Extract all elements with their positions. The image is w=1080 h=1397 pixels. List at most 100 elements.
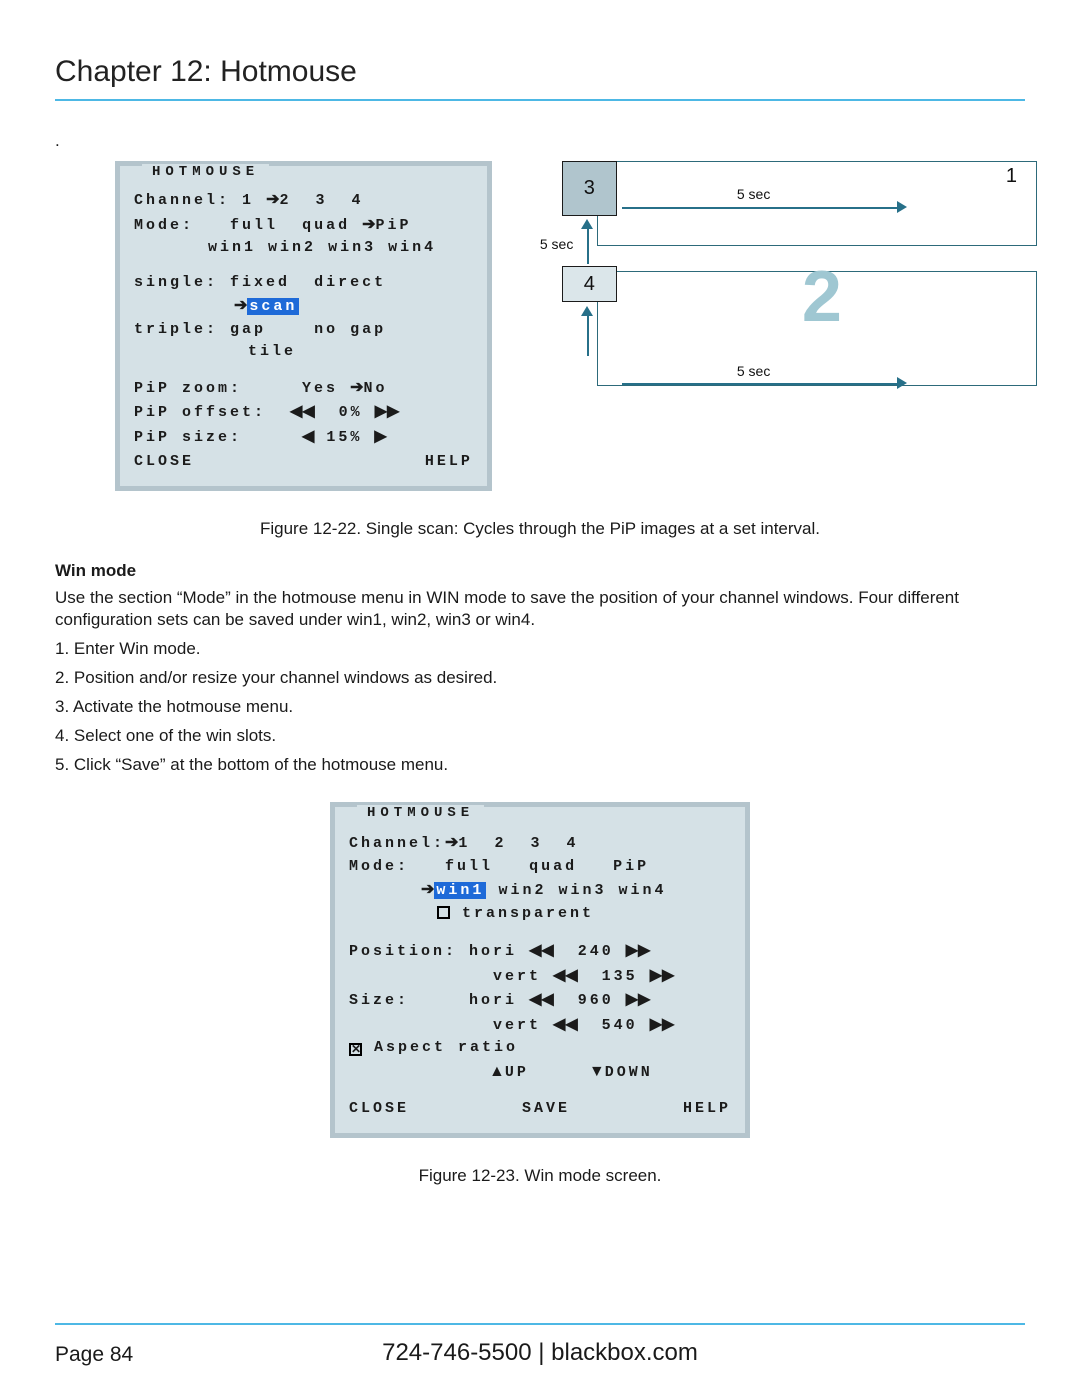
mode-pip[interactable]: PiP [376, 217, 412, 234]
down-label[interactable]: DOWN [605, 1064, 653, 1081]
double-left-icon[interactable]: ◀◀ [529, 942, 554, 959]
offset-val: 0% [339, 404, 363, 421]
win4[interactable]: win4 [388, 239, 436, 256]
footer-site: blackbox.com [551, 1339, 698, 1366]
down-icon[interactable]: ▼ [589, 1063, 605, 1080]
dia-5s-c: 5 sec [737, 363, 770, 379]
win2[interactable]: win2 [268, 239, 316, 256]
panel2-title: HOTMOUSE [357, 805, 484, 821]
triple-nogap[interactable]: no gap [314, 321, 386, 338]
mode-label: Mode: [349, 858, 409, 875]
size-label: Size: [349, 992, 409, 1009]
arrow-icon: ➔ [362, 216, 375, 233]
panel1-mode-row: Mode: full quad ➔PiP [134, 213, 473, 238]
single-scan[interactable]: scan [247, 298, 299, 315]
transparent-checkbox[interactable] [437, 906, 450, 919]
mode-quad[interactable]: quad [529, 858, 577, 875]
help-button[interactable]: HELP [425, 451, 473, 474]
save-button[interactable]: SAVE [522, 1098, 570, 1121]
ch-4[interactable]: 4 [567, 835, 579, 852]
double-left-icon[interactable]: ◀◀ [290, 403, 315, 420]
aspect-checkbox[interactable]: ✕ [349, 1043, 362, 1056]
ch-1[interactable]: 1 [242, 192, 254, 209]
zoom-no[interactable]: No [363, 380, 387, 397]
dia-5s-b: 5 sec [540, 236, 573, 252]
arrow-icon: ➔ [234, 297, 247, 314]
win3[interactable]: win3 [328, 239, 376, 256]
triple-gap[interactable]: gap [230, 321, 266, 338]
ch-2[interactable]: 2 [494, 835, 506, 852]
double-right-icon[interactable]: ▶▶ [650, 967, 675, 984]
triple-tile[interactable]: tile [248, 343, 296, 360]
win2[interactable]: win2 [498, 882, 546, 899]
win4[interactable]: win4 [619, 882, 667, 899]
win3[interactable]: win3 [558, 882, 606, 899]
step-5: 5. Click “Save” at the bottom of the hot… [55, 754, 1025, 777]
mode-full[interactable]: full [445, 858, 493, 875]
right-icon[interactable]: ▶ [374, 428, 386, 445]
leading-dot: . [55, 131, 1025, 151]
dia-n3: 3 [584, 177, 595, 200]
footer-rule [55, 1323, 1025, 1325]
size-hv: 960 [578, 992, 614, 1009]
step-1: 1. Enter Win mode. [55, 638, 1025, 661]
win1-sel[interactable]: win1 [434, 882, 486, 899]
scan-diagram: 3 4 1 2 5 sec 5 sec 5 sec [532, 161, 1025, 421]
double-right-icon[interactable]: ▶▶ [626, 942, 651, 959]
double-left-icon[interactable]: ◀◀ [529, 991, 554, 1008]
pos-v: vert [493, 968, 541, 985]
single-direct[interactable]: direct [314, 274, 386, 291]
help-button[interactable]: HELP [683, 1098, 731, 1121]
channel-label: Channel: [349, 835, 445, 852]
close-button[interactable]: CLOSE [349, 1098, 409, 1121]
single-fixed[interactable]: fixed [230, 274, 290, 291]
page: Chapter 12: Hotmouse . HOTMOUSE Channel:… [0, 0, 1080, 1397]
footer-contact: 724-746-5500 | blackbox.com [0, 1339, 1080, 1367]
panel1-single-row: single: fixed direct [134, 272, 473, 295]
ch-4[interactable]: 4 [352, 192, 364, 209]
channel-label: Channel: [134, 192, 230, 209]
offset-label: PiP offset: [134, 404, 266, 421]
left-icon[interactable]: ◀ [302, 428, 314, 445]
close-button[interactable]: CLOSE [134, 451, 194, 474]
figure-12-22-caption: Figure 12-22. Single scan: Cycles throug… [55, 519, 1025, 539]
panel2-size-h-row: Size: hori ◀◀ 960 ▶▶ [349, 988, 731, 1013]
double-right-icon[interactable]: ▶▶ [650, 1016, 675, 1033]
hotmouse-panel-2: HOTMOUSE Channel: ➔ 1 2 3 4 Mode: full qua… [330, 802, 750, 1138]
panel1-channel-row: Channel: 1 ➔2 3 4 [134, 188, 473, 213]
win1[interactable]: win1 [208, 239, 256, 256]
figure-12-23-caption: Figure 12-23. Win mode screen. [55, 1166, 1025, 1186]
arrow-icon: ➔ [421, 881, 434, 898]
mode-quad[interactable]: quad [302, 217, 350, 234]
chapter-title: Chapter 12: Hotmouse [55, 55, 1025, 101]
up-icon[interactable]: ▲ [489, 1063, 505, 1080]
pos-vv: 135 [602, 968, 638, 985]
panel1-footer-row: CLOSE HELP [134, 451, 473, 474]
double-right-icon[interactable]: ▶▶ [626, 991, 651, 1008]
mode-pip[interactable]: PiP [613, 858, 649, 875]
panel1-single-row2: ➔scan [134, 294, 473, 319]
panel2-transparent-row: transparent [349, 903, 731, 926]
zoom-yes[interactable]: Yes [302, 380, 338, 397]
ch-3[interactable]: 3 [316, 192, 328, 209]
mode-full[interactable]: full [230, 217, 278, 234]
panel1-triple-row2: tile [134, 341, 473, 364]
panel1-win-row: win1 win2 win3 win4 [134, 237, 473, 260]
panel2-updown-row: ▲UP ▼DOWN [349, 1060, 731, 1085]
double-left-icon[interactable]: ◀◀ [553, 967, 578, 984]
up-label[interactable]: UP [505, 1064, 529, 1081]
ch-1[interactable]: 1 [458, 835, 470, 852]
panel1-title: HOTMOUSE [142, 164, 269, 180]
panel2-footer-row: CLOSE SAVE HELP [349, 1098, 731, 1121]
panel1-triple-row: triple: gap no gap [134, 319, 473, 342]
ch-2[interactable]: 2 [279, 192, 291, 209]
size-vv: 540 [602, 1017, 638, 1034]
double-left-icon[interactable]: ◀◀ [553, 1016, 578, 1033]
dia-n1: 1 [1006, 165, 1017, 188]
panel2-mode-row: Mode: full quad PiP [349, 856, 731, 879]
panel2-aspect-row: ✕ Aspect ratio [349, 1037, 731, 1060]
dia-5s-a: 5 sec [737, 186, 770, 202]
double-right-icon[interactable]: ▶▶ [375, 403, 400, 420]
size-v: vert [493, 1017, 541, 1034]
ch-3[interactable]: 3 [530, 835, 542, 852]
